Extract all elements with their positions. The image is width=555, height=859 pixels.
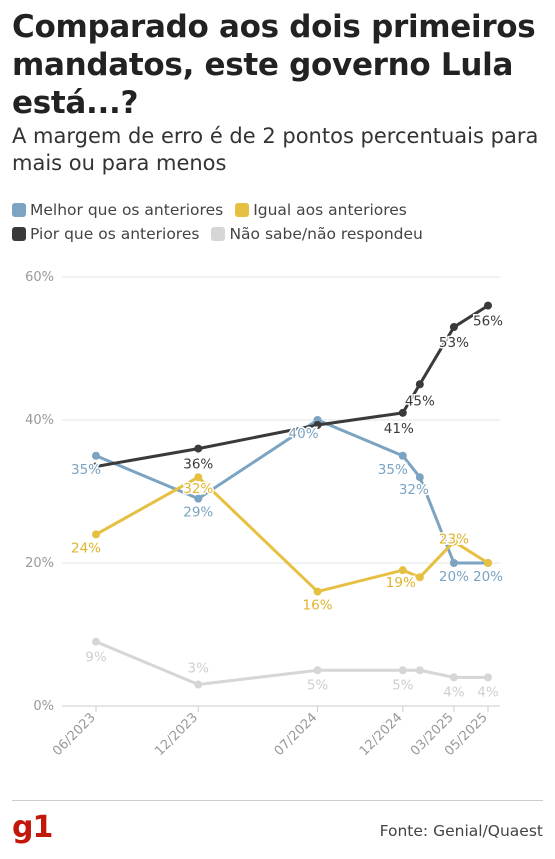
data-point (194, 444, 203, 453)
x-tick-label: 12/2023 (152, 710, 201, 759)
data-label: 40% (289, 426, 319, 442)
legend-label-melhor: Melhor que os anteriores (30, 201, 224, 219)
data-point (398, 566, 407, 575)
legend-swatch-pior (12, 227, 26, 241)
data-point (484, 559, 492, 567)
data-point (92, 462, 100, 471)
data-point (449, 537, 458, 546)
footer-divider (12, 800, 543, 801)
data-label: 32% (183, 481, 213, 497)
data-label: 9% (85, 650, 107, 666)
data-label: 5% (392, 677, 414, 693)
data-label: 4% (477, 684, 499, 700)
data-label: 16% (303, 598, 333, 614)
data-label: 35% (71, 462, 101, 478)
data-label: 53% (439, 335, 469, 351)
data-point (194, 494, 203, 503)
source-note: Fonte: Genial/Quaest (379, 822, 543, 840)
data-label: 32% (399, 482, 429, 498)
data-label: 24% (71, 540, 101, 556)
chart-legend: Melhor que os anteriores Igual aos anter… (12, 198, 547, 246)
legend-label-igual: Igual aos anteriores (253, 201, 407, 219)
data-point (415, 573, 424, 582)
chart-subtitle: A margem de erro é de 2 pontos percentua… (12, 124, 539, 175)
data-label: 20% (439, 569, 469, 585)
data-point (313, 587, 322, 596)
data-point (415, 473, 424, 482)
legend-swatch-melhor (12, 203, 26, 217)
y-tick-label: 20% (25, 556, 54, 571)
data-label: 29% (183, 505, 213, 521)
data-label: 56% (473, 314, 503, 330)
data-point (313, 421, 322, 430)
series-line (95, 475, 489, 594)
data-point (398, 408, 407, 417)
data-label: 20% (473, 569, 503, 585)
data-point (92, 530, 100, 539)
data-label: 45% (405, 393, 435, 409)
data-point (398, 451, 407, 460)
legend-label-nao-sabe: Não sabe/não respondeu (229, 225, 423, 243)
data-point (398, 666, 407, 675)
data-point (449, 323, 458, 332)
y-tick-label: 60% (25, 270, 54, 285)
chart-title: Comparado aos dois primeiros mandatos, e… (12, 9, 536, 121)
x-tick-label: 12/2024 (357, 710, 406, 759)
legend-label-pior: Pior que os anteriores (30, 225, 200, 243)
data-label: 5% (307, 677, 329, 693)
line-chart: 0%20%40%60%06/2023 12/2023 07/2024 12/2024 0… (25, 270, 505, 759)
data-label: 19% (386, 575, 416, 591)
legend-item-igual: Igual aos anteriores (235, 201, 407, 219)
legend-item-melhor: Melhor que os anteriores (12, 201, 223, 219)
y-tick-label: 0% (33, 699, 54, 714)
data-label: 3% (188, 661, 210, 677)
y-tick-label: 40% (25, 413, 54, 428)
data-label: 35% (378, 462, 408, 478)
legend-item-nao-sabe: Não sabe/não respondeu (211, 225, 423, 243)
data-point (484, 301, 492, 310)
data-point (313, 666, 322, 675)
data-point (194, 680, 203, 689)
data-point (484, 673, 492, 682)
g1-logo: g1 (12, 810, 53, 845)
data-point (194, 473, 203, 482)
series-line (95, 304, 489, 468)
data-point (415, 666, 424, 675)
legend-row-2: Pior que os anteriores Não sabe/não resp… (12, 222, 547, 246)
legend-row-1: Melhor que os anteriores Igual aos anter… (12, 198, 547, 222)
series-line (95, 640, 488, 687)
x-tick-label: 06/2023 (50, 710, 99, 759)
data-point (92, 451, 100, 460)
legend-swatch-igual (235, 203, 250, 217)
data-point (415, 380, 424, 389)
data-label: 4% (443, 684, 465, 700)
data-point (449, 673, 458, 682)
legend-swatch-nao-sabe (211, 227, 226, 241)
x-tick-label: 07/2024 (272, 710, 321, 759)
data-label: 36% (183, 457, 213, 473)
data-point (449, 559, 458, 567)
data-label: 41% (384, 421, 414, 437)
data-point (92, 637, 100, 646)
data-label: 23% (439, 532, 469, 548)
legend-item-pior: Pior que os anteriores (12, 225, 199, 243)
